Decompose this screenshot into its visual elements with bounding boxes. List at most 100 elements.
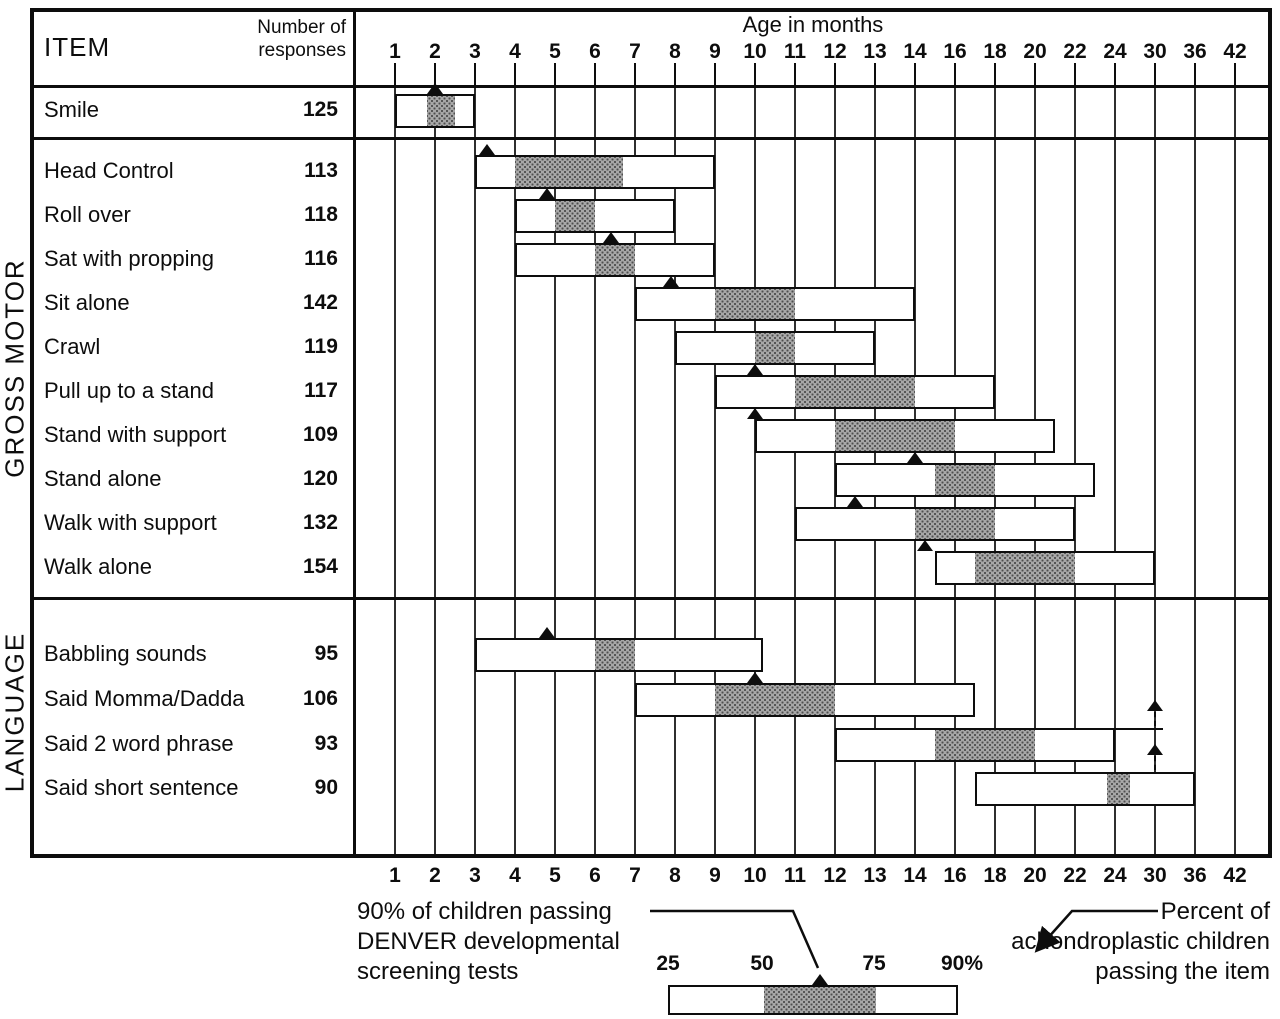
age-gridline <box>394 85 396 858</box>
age-gridline <box>634 85 636 858</box>
top-tick-mark <box>794 63 796 85</box>
responses-value: 117 <box>304 379 338 402</box>
denver-triangle-icon <box>479 144 495 155</box>
top-tick-mark <box>954 63 956 85</box>
top-tick-mark <box>1234 63 1236 85</box>
top-tick-label: 16 <box>943 40 967 63</box>
item-label: Said short sentence <box>44 775 239 800</box>
item-label: Babbling sounds <box>44 641 207 666</box>
milestone-shade <box>715 685 835 715</box>
responses-value: 118 <box>304 203 338 226</box>
top-tick-mark <box>1154 63 1156 85</box>
age-gridline <box>794 85 796 858</box>
milestone-bar <box>835 463 1095 497</box>
item-label: Crawl <box>44 334 101 359</box>
scale-label-75: 75 <box>862 952 886 975</box>
item-label: Walk with support <box>44 510 217 535</box>
milestone-bar <box>935 551 1155 585</box>
item-label: Head Control <box>44 158 174 183</box>
milestone-bar <box>755 419 1055 453</box>
denver-note-line3: screening tests <box>357 958 519 985</box>
top-tick-mark <box>714 63 716 85</box>
age-gridline <box>474 85 476 858</box>
milestone-bar <box>515 243 715 277</box>
item-label: Stand alone <box>44 466 162 491</box>
denver-note-connector <box>650 909 820 969</box>
bottom-tick-label: 22 <box>1063 864 1087 887</box>
responses-header-line2: responses <box>258 40 346 61</box>
top-tick-label: 18 <box>983 40 1007 63</box>
item-label: Smile <box>44 97 100 122</box>
top-tick-label: 7 <box>629 40 641 63</box>
milestone-bar <box>475 638 763 672</box>
denver-triangle-up-arrow-icon <box>1147 744 1163 755</box>
age-gridline <box>514 85 516 858</box>
item-label: Said 2 word phrase <box>44 731 234 756</box>
top-tick-label: 22 <box>1063 40 1087 63</box>
denver-note-line2: DENVER developmental <box>357 928 620 955</box>
age-gridline <box>1154 85 1156 858</box>
top-tick-label: 8 <box>669 40 681 63</box>
milestone-bar <box>975 772 1195 806</box>
top-tick-label: 1 <box>389 40 401 63</box>
top-tick-label: 6 <box>589 40 601 63</box>
top-tick-mark <box>554 63 556 85</box>
denver-arrow-dash <box>1154 712 1156 726</box>
age-gridline <box>754 85 756 858</box>
scale-label-25: 25 <box>656 952 680 975</box>
milestone-shade <box>935 730 1035 760</box>
bottom-tick-label: 14 <box>903 864 927 887</box>
top-tick-mark <box>994 63 996 85</box>
denver-triangle-icon <box>603 232 619 243</box>
bottom-tick-label: 3 <box>469 864 481 887</box>
milestone-shade <box>595 640 635 670</box>
bottom-tick-label: 20 <box>1023 864 1047 887</box>
top-tick-label: 2 <box>429 40 441 63</box>
top-tick-label: 20 <box>1023 40 1047 63</box>
responses-value: 93 <box>314 732 338 755</box>
bottom-tick-label: 13 <box>863 864 887 887</box>
denver-triangle-icon <box>427 83 443 94</box>
milestone-bar <box>395 94 475 128</box>
percent-note-line3: passing the item <box>1095 958 1270 985</box>
age-gridline <box>674 85 676 858</box>
top-tick-label: 13 <box>863 40 887 63</box>
responses-value: 95 <box>314 642 338 665</box>
top-tick-mark <box>1034 63 1036 85</box>
milestone-bar <box>795 507 1075 541</box>
top-tick-mark <box>1114 63 1116 85</box>
top-tick-mark <box>514 63 516 85</box>
top-tick-label: 10 <box>743 40 767 63</box>
top-tick-label: 30 <box>1143 40 1167 63</box>
bottom-tick-label: 10 <box>743 864 767 887</box>
panel-divider-line <box>353 8 356 858</box>
legend-example-bar <box>668 985 958 1015</box>
milestone-shade <box>595 245 635 275</box>
top-tick-mark <box>394 63 396 85</box>
top-tick-label: 24 <box>1103 40 1127 63</box>
scale-label-50: 50 <box>750 952 774 975</box>
bottom-tick-label: 4 <box>509 864 521 887</box>
responses-value: 142 <box>302 291 338 314</box>
age-gridline <box>434 85 436 858</box>
responses-column-header: Number of responses <box>186 16 346 62</box>
milestone-shade <box>1107 774 1131 804</box>
item-label: Pull up to a stand <box>44 378 215 403</box>
milestone-bar <box>475 155 715 189</box>
item-label: Sat with propping <box>44 246 214 271</box>
milestone-shade <box>835 421 955 451</box>
top-tick-label: 36 <box>1183 40 1207 63</box>
milestone-shade <box>715 289 795 319</box>
denver-note-line1: 90% of children passing <box>357 898 612 925</box>
item-label: Stand with support <box>44 422 227 447</box>
bottom-tick-label: 11 <box>783 864 807 887</box>
responses-value: 119 <box>304 335 338 358</box>
age-gridline <box>594 85 596 858</box>
responses-value: 113 <box>304 159 338 182</box>
bottom-tick-label: 24 <box>1103 864 1127 887</box>
bottom-tick-label: 7 <box>629 864 641 887</box>
responses-header-line1: Number of <box>257 17 346 38</box>
top-tick-mark <box>594 63 596 85</box>
item-label: Sit alone <box>44 290 130 315</box>
age-gridline <box>1114 85 1116 858</box>
